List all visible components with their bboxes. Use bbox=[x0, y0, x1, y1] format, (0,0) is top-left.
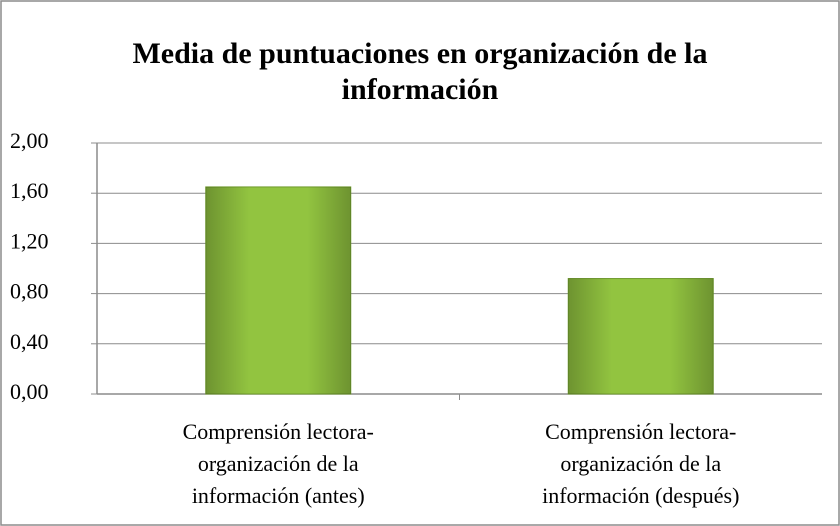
chart-title: Media de puntuaciones en organización de… bbox=[132, 37, 708, 106]
y-tick-label: 0,40 bbox=[10, 329, 49, 354]
y-tick-label: 0,80 bbox=[10, 279, 49, 304]
bar bbox=[567, 278, 714, 395]
y-tick-label: 0,00 bbox=[10, 379, 49, 404]
x-tick-label: Comprensión lectora-organización de la i… bbox=[182, 419, 374, 508]
y-tick-label: 1,60 bbox=[10, 178, 49, 203]
y-tick-label: 1,20 bbox=[10, 228, 49, 253]
y-tick-label: 2,00 bbox=[10, 128, 49, 153]
x-tick-label: Comprensión lectora-organización de la i… bbox=[542, 419, 740, 508]
bar bbox=[205, 186, 352, 395]
